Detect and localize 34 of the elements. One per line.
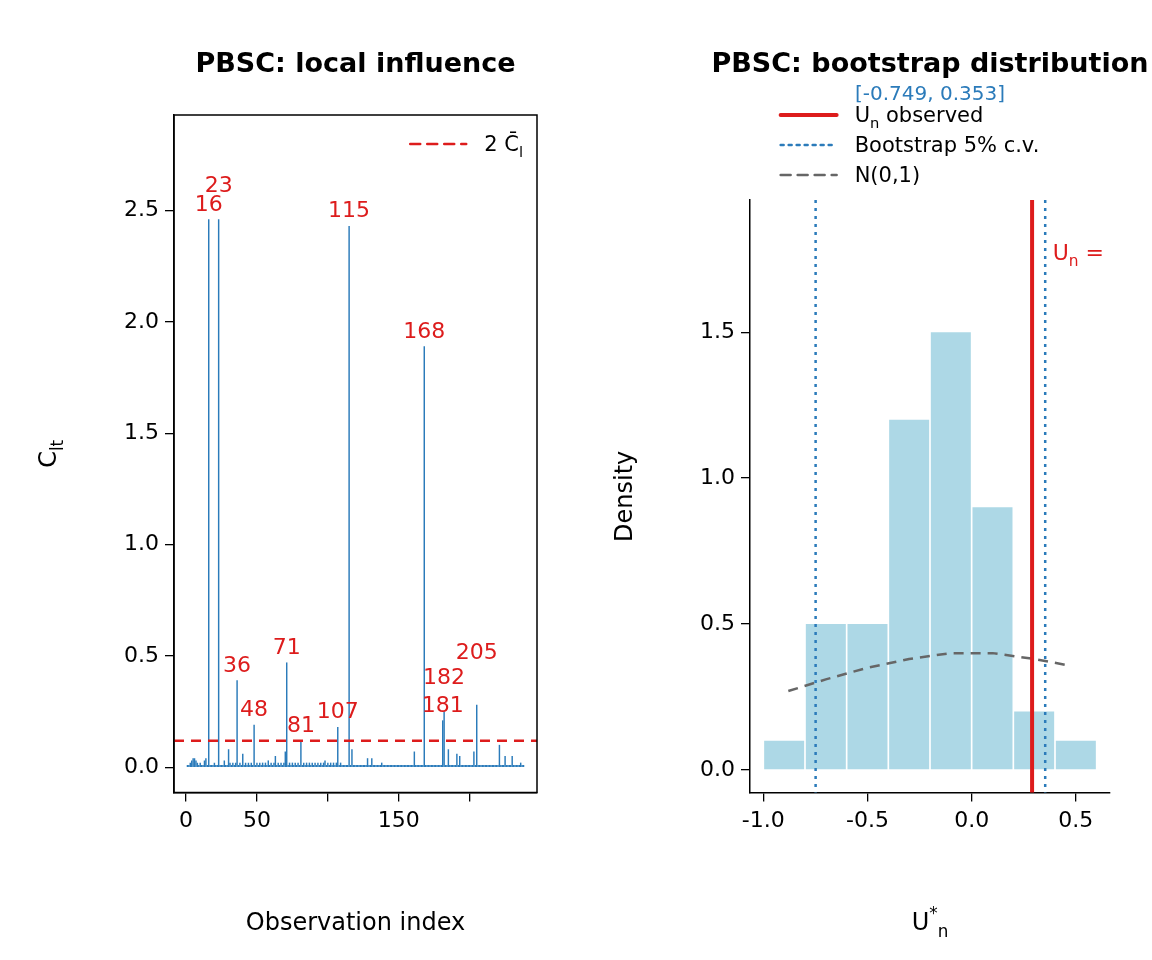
legend-label: Bootstrap 5% c.v. <box>854 133 1040 157</box>
y-tick-label: 0.0 <box>699 755 735 781</box>
x-tick-label: 0.0 <box>954 806 990 832</box>
annotation: 115 <box>328 197 371 223</box>
annotation: 182 <box>423 664 466 690</box>
y-tick-label: 1.5 <box>699 317 735 343</box>
x-tick-label: 50 <box>242 806 271 832</box>
y-tick-label: 1.5 <box>123 419 159 445</box>
annotation: 205 <box>455 638 498 664</box>
annotation: 71 <box>272 633 301 659</box>
y-tick-label: 2.0 <box>123 307 159 333</box>
y-tick-label: 2.5 <box>123 196 159 222</box>
x-tick-label: 150 <box>377 806 420 832</box>
chart-title: PBSC: local influence <box>195 47 516 78</box>
legend-label: N(0,1) <box>854 163 921 187</box>
chart-subtitle: [-0.749, 0.353] <box>854 81 1006 105</box>
annotation: 168 <box>403 317 446 343</box>
y-axis-title: Density <box>609 450 638 542</box>
y-tick-label: 1.0 <box>123 530 159 556</box>
y-tick-label: 0.0 <box>123 753 159 779</box>
y-tick-label: 0.5 <box>699 609 735 635</box>
annotation: 48 <box>240 696 269 722</box>
annotation: 81 <box>286 711 315 737</box>
x-axis-title: U*n <box>911 903 949 941</box>
x-tick-label: 0.5 <box>1058 806 1094 832</box>
x-tick-label: -1.0 <box>741 806 785 832</box>
y-axis-title: Clt <box>33 439 67 468</box>
x-tick-label: 0 <box>179 806 194 832</box>
x-axis-title: Observation index <box>245 908 466 936</box>
x-tick-label: -0.5 <box>846 806 889 832</box>
y-tick-label: 1.0 <box>699 463 735 489</box>
annotation: 36 <box>223 651 252 677</box>
chart-title: PBSC: bootstrap distribution <box>711 47 1149 78</box>
y-tick-label: 0.5 <box>123 641 159 667</box>
